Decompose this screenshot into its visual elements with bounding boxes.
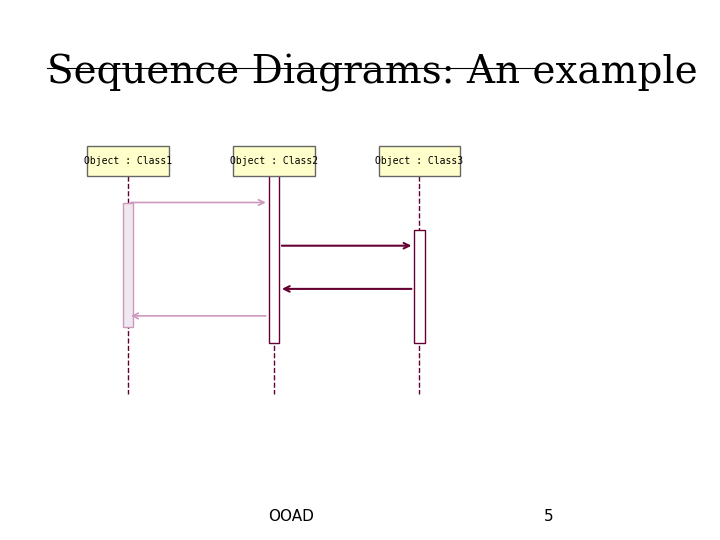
Bar <box>87 146 169 176</box>
Bar <box>233 146 315 176</box>
Text: Sequence Diagrams: An example: Sequence Diagrams: An example <box>47 54 698 92</box>
Text: Object : Class2: Object : Class2 <box>230 156 318 166</box>
Bar <box>379 146 460 176</box>
Text: 5: 5 <box>544 509 554 524</box>
Text: Object : Class3: Object : Class3 <box>375 156 464 166</box>
Text: OOAD: OOAD <box>269 509 314 524</box>
Text: Object : Class1: Object : Class1 <box>84 156 172 166</box>
Bar <box>414 230 425 343</box>
Bar <box>269 176 279 343</box>
Bar <box>123 202 133 327</box>
